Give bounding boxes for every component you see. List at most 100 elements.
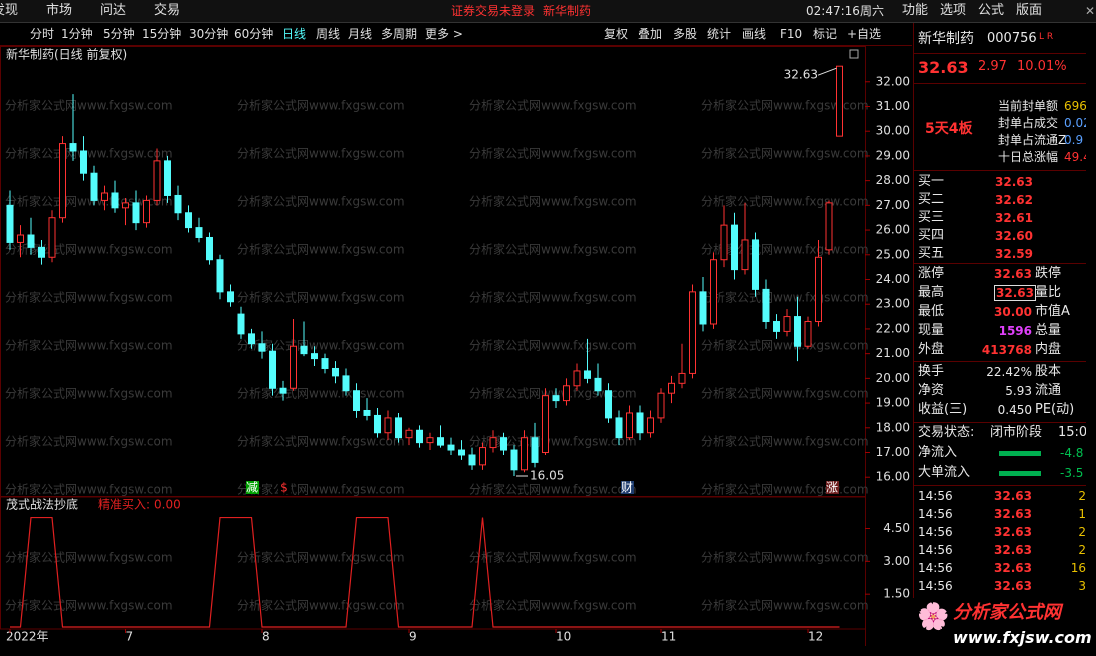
- y-tick-label: 18.00: [876, 420, 910, 434]
- x-tick-label: 10: [556, 630, 571, 644]
- candle-body: [153, 160, 161, 201]
- candle-body: [479, 447, 486, 466]
- candle-body: [332, 367, 339, 377]
- candle-body: [248, 333, 255, 345]
- watermark: 分析家公式网www.fxgsw.com: [469, 242, 637, 257]
- candle-body: [615, 417, 623, 439]
- bid-label: 买四: [918, 228, 945, 243]
- stat-label: PE(动): [1035, 402, 1075, 417]
- period-tab[interactable]: 5分钟: [103, 27, 135, 41]
- watermark: 分析家公式网www.fxgsw.com: [5, 550, 173, 565]
- tool-button[interactable]: 标记: [813, 27, 838, 41]
- menu-item[interactable]: 市场: [46, 3, 73, 18]
- period-tab[interactable]: 更多 >: [425, 27, 463, 41]
- chart-button[interactable]: [849, 49, 859, 59]
- clock: 02:47:16: [806, 4, 860, 18]
- tick-price: 32.63: [994, 507, 1032, 521]
- candle-body: [731, 224, 738, 271]
- tick-price: 32.63: [994, 579, 1032, 593]
- tool-button[interactable]: F10: [780, 27, 803, 41]
- x-tick-label: 8: [262, 630, 270, 644]
- watermark: 分析家公式网www.fxgsw.com: [237, 242, 405, 257]
- y-tick-label: 1.50: [883, 587, 910, 601]
- seal-label: 封单占流通Z: [998, 133, 1067, 147]
- candle-body: [80, 150, 87, 174]
- candle-body: [552, 395, 560, 402]
- candle-body: [836, 65, 843, 137]
- period-tab[interactable]: 分时: [30, 27, 55, 41]
- tick-volume: 2: [1078, 489, 1086, 503]
- stat-value: 413768: [981, 343, 1032, 357]
- watermark: 分析家公式网www.fxgsw.com: [237, 386, 405, 401]
- candle-body: [342, 375, 350, 392]
- candle-body: [825, 202, 833, 251]
- candle-body: [542, 395, 549, 454]
- flow-label: 大单流入: [918, 465, 971, 480]
- indicator-line: [10, 516, 840, 628]
- candle-body: [17, 234, 24, 243]
- period-tab[interactable]: 30分钟: [189, 27, 229, 41]
- y-tick-label: 20.00: [876, 371, 910, 385]
- candle-body: [521, 437, 528, 471]
- menu-item[interactable]: 公式: [978, 3, 1005, 18]
- period-tab[interactable]: 周线: [316, 27, 341, 41]
- menu-item[interactable]: 问达: [100, 3, 127, 18]
- watermark: 分析家公式网www.fxgsw.com: [5, 386, 173, 401]
- stat-label: 流通: [1035, 383, 1062, 398]
- watermark: 分析家公式网www.fxgsw.com: [701, 146, 869, 161]
- change-pct: 10.01%: [1017, 59, 1067, 74]
- window-close[interactable]: ✕: [1085, 4, 1096, 18]
- candle-body: [59, 143, 66, 219]
- y-tick-label: 4.50: [883, 521, 910, 535]
- y-tick-label: 28.00: [876, 173, 910, 187]
- candle-body: [489, 437, 497, 449]
- y-tick-label: 30.00: [876, 124, 910, 138]
- period-tab[interactable]: 多周期: [381, 27, 418, 41]
- watermark: 分析家公式网www.fxgsw.com: [701, 434, 869, 449]
- toolbar: 分时 1分钟 5分钟 15分钟 30分钟 60分钟 日线 周线 月线 多周期 更多 > 复权 叠加 多股统…: [0, 23, 912, 46]
- watermark: 分析家公式网www.fxgsw.com: [469, 194, 637, 209]
- bid-price: 32.61: [995, 211, 1033, 225]
- menu-item[interactable]: 选项: [940, 3, 967, 18]
- last-price: 32.63: [918, 58, 969, 77]
- tool-button[interactable]: 多股: [673, 27, 698, 41]
- period-tab[interactable]: 1分钟: [61, 27, 93, 41]
- candle-body: [531, 437, 539, 463]
- y-tick-label: 16.00: [876, 470, 910, 484]
- candle-body: [90, 172, 98, 201]
- watermark: 分析家公式网www.fxgsw.com: [701, 598, 869, 613]
- chart-title: 新华制药(日线 前复权): [6, 47, 127, 62]
- period-tab[interactable]: 15分钟: [142, 27, 182, 41]
- watermark: 分析家公式网www.fxgsw.com: [701, 338, 869, 353]
- status-label: 交易状态:: [918, 425, 975, 440]
- period-tab[interactable]: 日线: [282, 27, 307, 41]
- candle-body: [815, 256, 822, 323]
- tool-button[interactable]: 叠加: [638, 27, 663, 41]
- period-tab[interactable]: 月线: [348, 27, 373, 41]
- tick-volume: 16: [1070, 561, 1086, 575]
- y-tick-label: 31.00: [876, 99, 910, 113]
- tick-time: 14:56: [918, 489, 953, 503]
- seal-label: 当前封单额: [998, 99, 1059, 113]
- tool-button[interactable]: 画线: [742, 27, 767, 41]
- candle-body: [27, 234, 35, 248]
- tick-time: 14:56: [918, 507, 953, 521]
- watermark: 分析家公式网www.fxgsw.com: [237, 98, 405, 113]
- flow-bar: [999, 471, 1041, 476]
- candle-body: [279, 387, 287, 394]
- menu-item[interactable]: 交易: [154, 3, 181, 18]
- watermark: 分析家公式网www.fxgsw.com: [237, 290, 405, 305]
- period-tab[interactable]: 60分钟: [234, 27, 274, 41]
- event-label: 减: [246, 481, 258, 495]
- candle-body: [122, 202, 129, 209]
- menu-item[interactable]: 功能: [902, 3, 929, 18]
- watermark: 分析家公式网www.fxgsw.com: [237, 550, 405, 565]
- tool-button[interactable]: +自选: [847, 27, 882, 41]
- tool-button[interactable]: 统计: [707, 27, 732, 41]
- menu-item[interactable]: 版面: [1016, 3, 1043, 18]
- stat-value: 32.63: [994, 267, 1032, 281]
- stat-label: 最高: [918, 285, 945, 300]
- tool-button[interactable]: 复权: [604, 27, 629, 41]
- menu-item[interactable]: 发现: [0, 3, 19, 18]
- seal-label: 封单占成交: [998, 116, 1059, 130]
